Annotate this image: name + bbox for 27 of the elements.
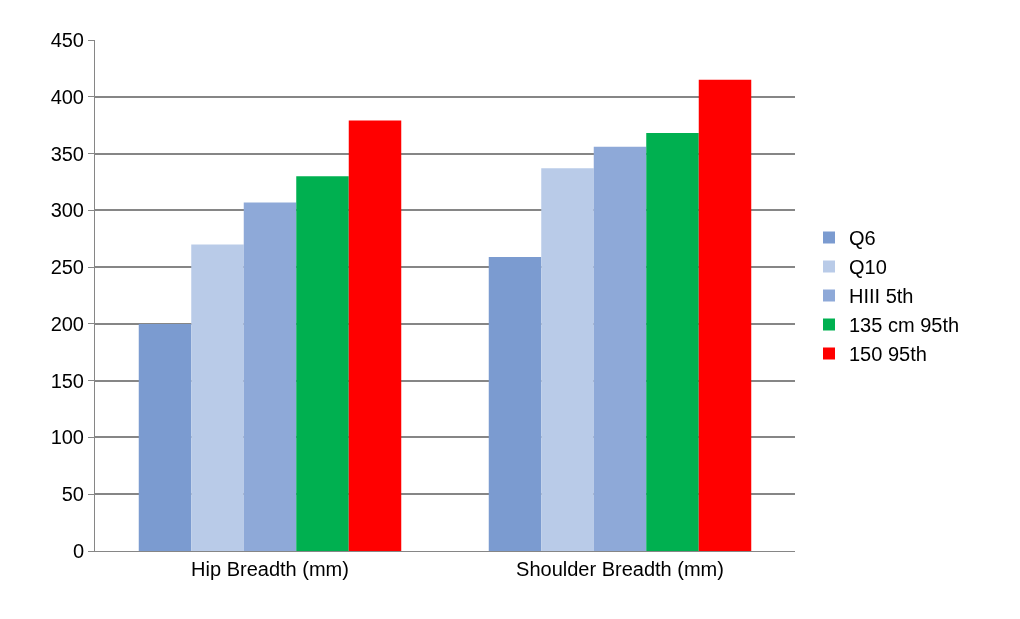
bar <box>698 79 752 551</box>
y-tick-label: 50 <box>61 483 84 506</box>
legend-label: 135 cm 95th <box>849 314 960 337</box>
legend-label: Q6 <box>849 227 876 250</box>
y-tick-label: 200 <box>50 312 84 335</box>
x-tick-label: Hip Breadth (mm) <box>191 558 349 580</box>
bar <box>191 244 244 551</box>
y-tick-label: 100 <box>50 426 84 449</box>
bar <box>296 176 349 551</box>
legend-label: Q10 <box>849 256 887 279</box>
bar <box>593 146 647 551</box>
bar <box>488 256 542 551</box>
y-tick-label: 250 <box>50 256 84 279</box>
bar <box>138 323 192 551</box>
y-tick-label: 150 <box>50 369 84 392</box>
bar <box>646 133 699 551</box>
y-tick-label: 0 <box>72 540 84 562</box>
y-tick-label: 400 <box>50 85 84 108</box>
y-tick-label: 350 <box>50 142 84 165</box>
bar <box>243 202 297 551</box>
x-tick-label: Shoulder Breadth (mm) <box>516 558 724 580</box>
bar <box>541 168 594 551</box>
bar <box>348 120 402 551</box>
y-tick-label: 450 <box>50 29 84 51</box>
legend-label: 150 95th <box>849 343 927 366</box>
y-tick-label: 300 <box>50 199 84 222</box>
legend-label: HIII 5th <box>849 285 914 308</box>
